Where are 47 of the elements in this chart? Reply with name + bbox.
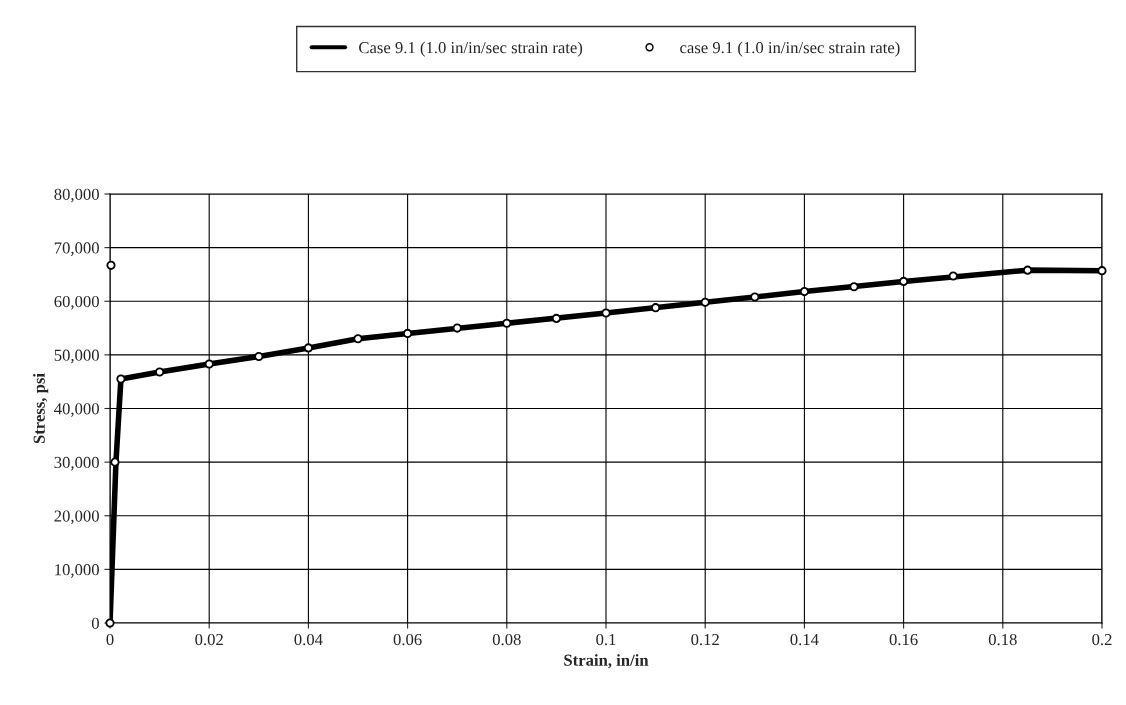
point — [551, 313, 561, 323]
y-tick-label: 0 — [91, 617, 99, 629]
point — [651, 303, 661, 313]
point — [849, 282, 859, 292]
y-tick-label: 20,000 — [54, 510, 99, 525]
point — [601, 308, 611, 318]
point — [502, 318, 512, 328]
y-tick-label: 10,000 — [55, 564, 99, 578]
point — [116, 374, 126, 384]
x-tick-label: 0.1 — [596, 633, 616, 646]
point — [254, 351, 264, 362]
x-tick-label: 0.02 — [195, 633, 223, 646]
y-tick-label: 40,000 — [54, 403, 99, 417]
y-tick-label: 70,000 — [54, 242, 99, 256]
x-tick-label: 0.14 — [790, 633, 819, 646]
legend-label: Case 9.1 (1.0 in/in/sec strain rate) — [359, 41, 583, 57]
point — [799, 287, 809, 297]
point — [948, 271, 958, 281]
point — [303, 343, 313, 353]
point — [1097, 266, 1107, 276]
point — [750, 292, 760, 302]
point — [106, 260, 116, 270]
y-tick-label: 60,000 — [54, 295, 99, 310]
point — [155, 367, 165, 377]
point — [899, 276, 909, 286]
legend-label: case 9.1 (1.0 in/in/sec strain rate) — [680, 41, 900, 57]
x-tick-label: 0.2 — [1092, 633, 1112, 646]
x-tick-label: 0.18 — [988, 633, 1017, 646]
point — [353, 334, 363, 344]
x-tick-label: 0.16 — [889, 633, 918, 646]
y-axis-title: Stress, psi — [33, 373, 49, 444]
x-tick-label: 0.08 — [492, 633, 521, 646]
x-tick-label: 0.04 — [294, 633, 323, 646]
point — [105, 618, 115, 628]
x-tick-label: 0.06 — [393, 633, 422, 646]
point — [110, 457, 120, 467]
point — [700, 297, 710, 307]
y-tick-label: 30,000 — [54, 456, 99, 471]
y-tick-label: 80,000 — [54, 188, 99, 203]
x-tick-label: 0 — [106, 633, 114, 646]
x-axis-title: Strain, in/in — [564, 654, 649, 669]
point — [204, 359, 214, 369]
y-tick-label: 50,000 — [54, 349, 99, 364]
x-tick-label: 0.12 — [691, 633, 719, 646]
point — [1023, 265, 1033, 275]
point — [452, 323, 462, 333]
point — [403, 328, 413, 339]
